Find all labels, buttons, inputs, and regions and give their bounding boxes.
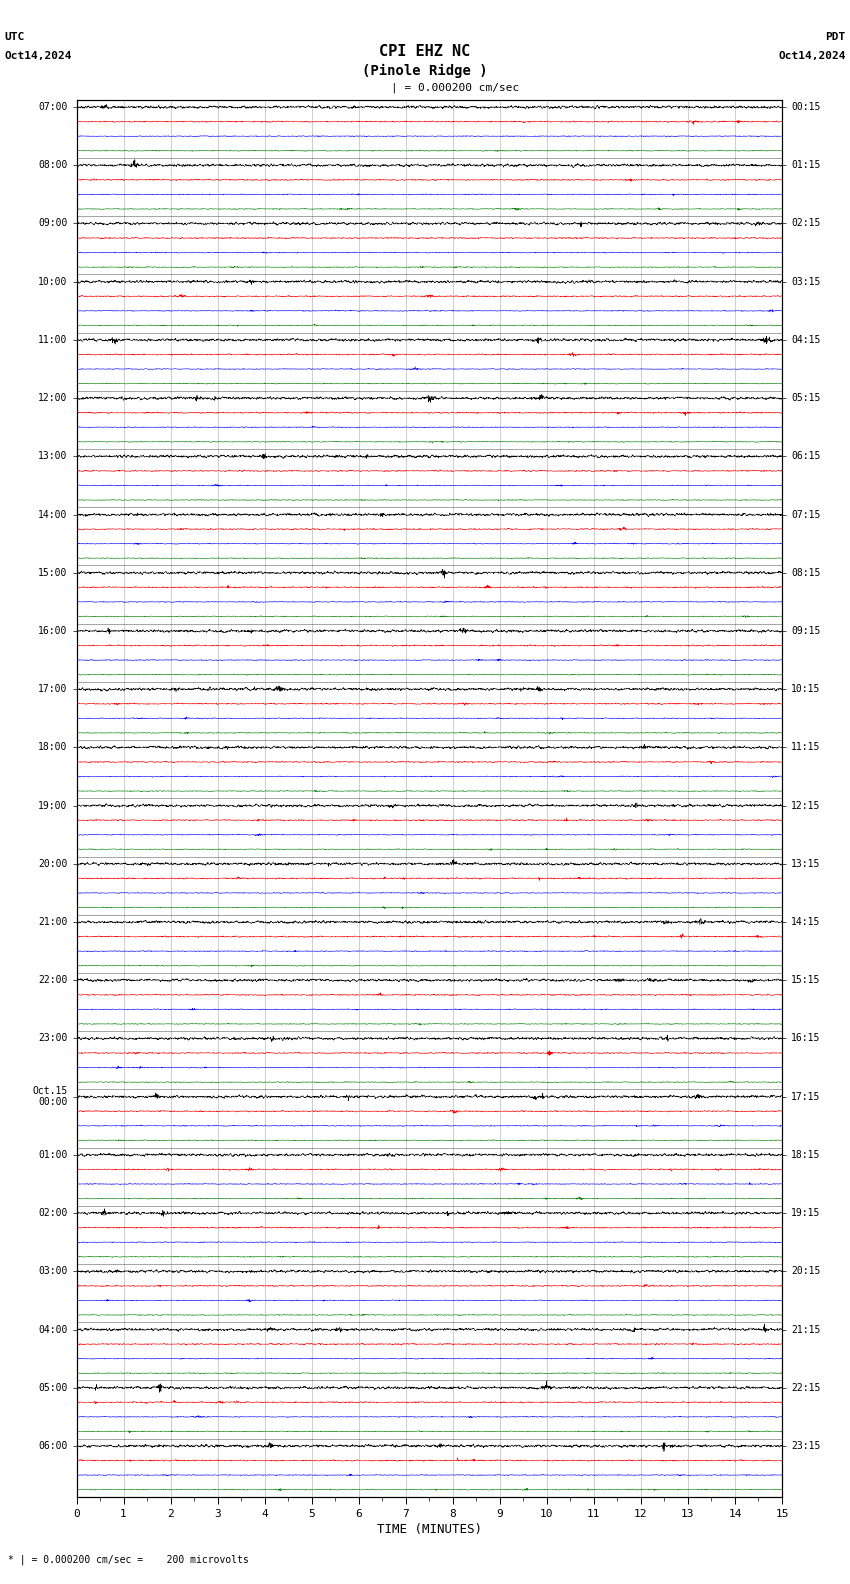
Text: Oct14,2024: Oct14,2024 — [779, 51, 846, 60]
Text: PDT: PDT — [825, 32, 846, 41]
Text: CPI EHZ NC: CPI EHZ NC — [379, 44, 471, 59]
Text: Oct14,2024: Oct14,2024 — [4, 51, 71, 60]
Text: UTC: UTC — [4, 32, 25, 41]
X-axis label: TIME (MINUTES): TIME (MINUTES) — [377, 1522, 482, 1536]
Text: (Pinole Ridge ): (Pinole Ridge ) — [362, 63, 488, 78]
Text: * | = 0.000200 cm/sec =    200 microvolts: * | = 0.000200 cm/sec = 200 microvolts — [8, 1554, 249, 1565]
Text: | = 0.000200 cm/sec: | = 0.000200 cm/sec — [391, 82, 519, 93]
